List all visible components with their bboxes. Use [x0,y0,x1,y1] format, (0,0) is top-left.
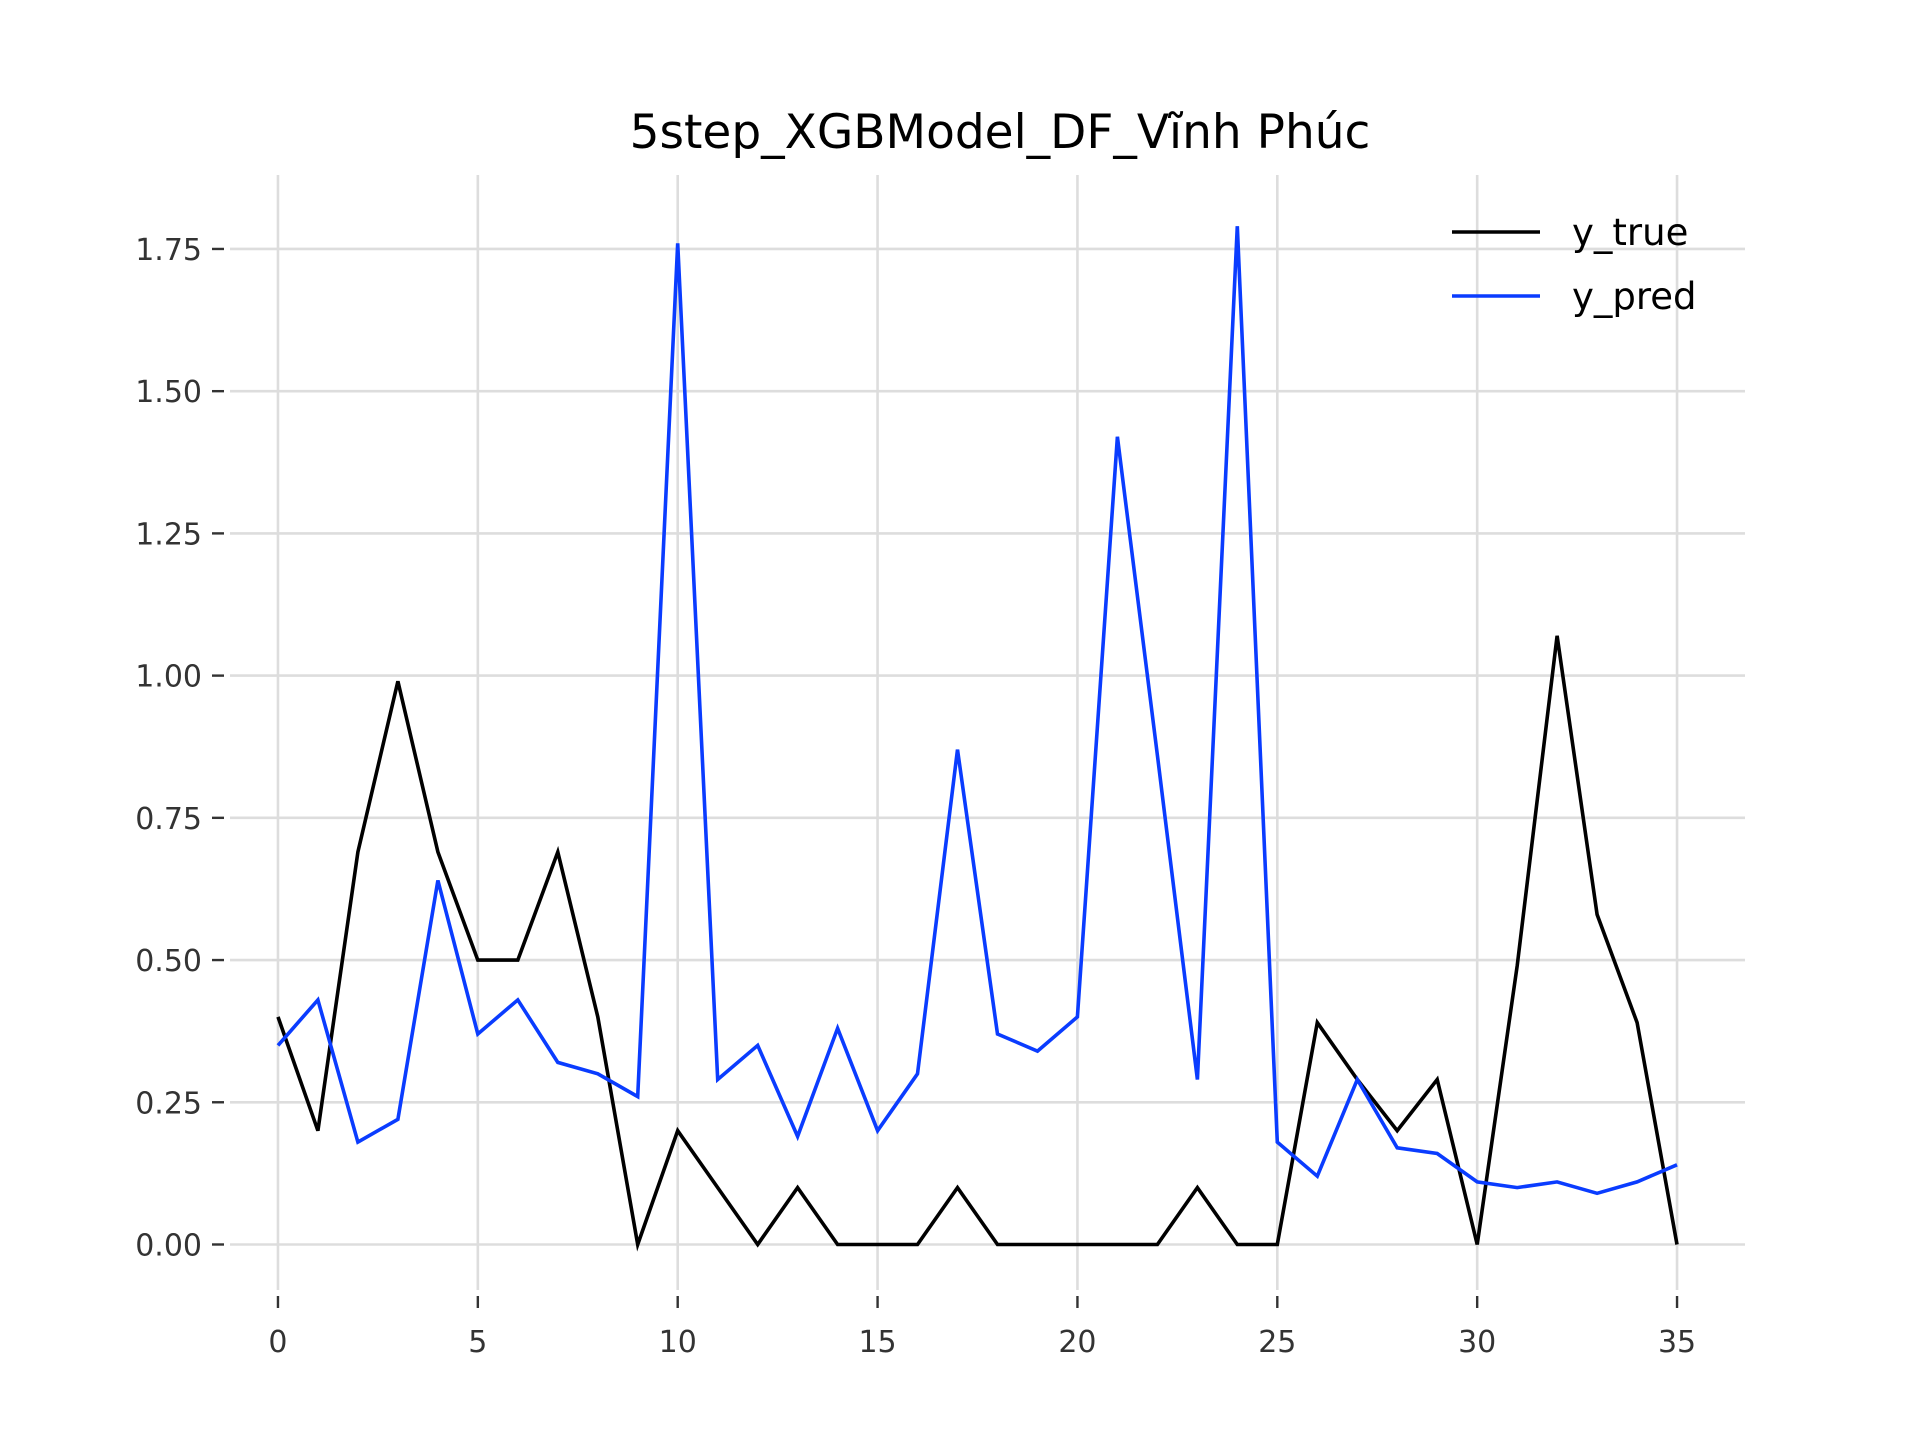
x-tick-label: 20 [1058,1325,1096,1360]
x-tick-label: 0 [268,1325,287,1360]
x-tick-label: 5 [468,1325,487,1360]
chart-title: 5step_XGBModel_DF_Vĩnh Phúc [630,105,1371,160]
x-axis: 0 5 10 15 20 25 30 35 [268,1296,1696,1360]
legend-label: y_true [1572,211,1688,254]
y-tick-label: 1.00 [135,660,202,695]
x-tick-label: 30 [1458,1325,1496,1360]
y-tick-label: 0.50 [135,944,202,979]
series-layer [276,226,1679,1252]
y-tick-label: 1.50 [135,375,202,410]
series-line-y-true [276,635,1679,1252]
x-tick-label: 15 [858,1325,896,1360]
y-tick-label: 1.25 [135,517,202,552]
y-tick-label: 1.75 [135,233,202,268]
x-tick-label: 35 [1658,1325,1696,1360]
legend: y_true y_pred [1452,211,1697,318]
x-tick-label: 25 [1258,1325,1296,1360]
y-tick-label: 0.00 [135,1228,202,1263]
y-axis: 0.00 0.25 0.50 0.75 1.00 1.25 1.50 1.75 [135,233,224,1263]
y-tick-label: 0.75 [135,802,202,837]
y-tick-label: 0.25 [135,1086,202,1121]
x-tick-label: 10 [659,1325,697,1360]
grid [230,175,1745,1290]
series-line-y-pred [276,226,1678,1196]
legend-label: y_pred [1572,275,1697,318]
